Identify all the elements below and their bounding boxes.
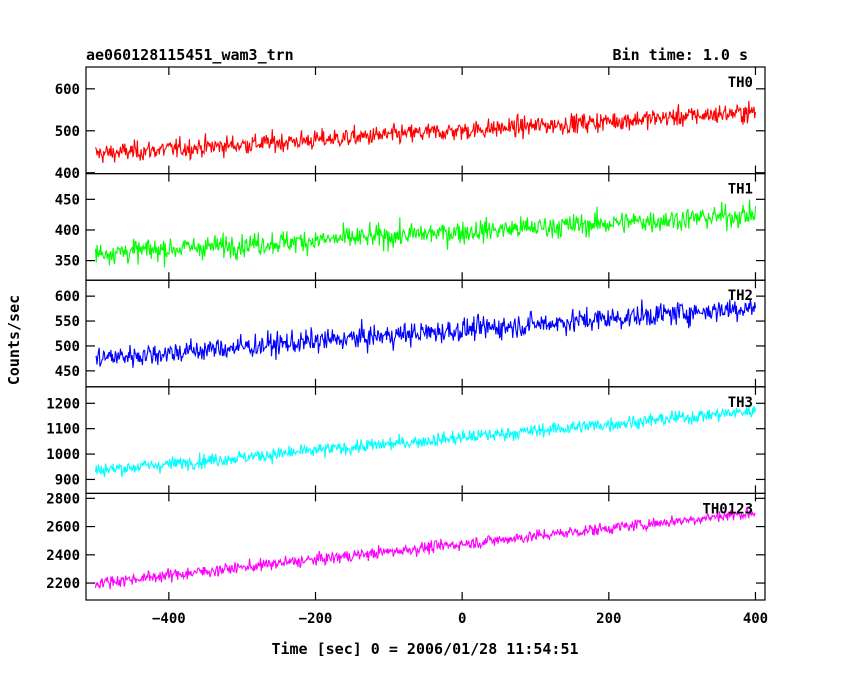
y-tick-label: 600: [55, 82, 80, 98]
panel-th0123: 2200 2400 2600 2800 TH0123: [46, 491, 766, 601]
series-line-th1: [94, 199, 757, 268]
x-tick-label: −200: [299, 611, 333, 627]
x-tick-label: −400: [152, 611, 186, 627]
x-tick-label: 0: [458, 611, 466, 627]
series-line-th0123: [94, 507, 756, 590]
y-tick-label: 500: [55, 339, 80, 355]
y-tick-label: 2200: [46, 576, 80, 592]
y-tick-label: 600: [55, 289, 80, 305]
panels-group: 400 500 600 TH0 350 400 450 TH1 450 500 550 600 TH2 9…: [46, 66, 766, 601]
y-tick-label: 350: [55, 254, 80, 270]
panel-label-th0: TH0: [728, 75, 753, 91]
y-tick-label: 400: [55, 223, 80, 239]
y-tick-label: 1100: [46, 422, 80, 438]
x-tick-label: 400: [743, 611, 768, 627]
y-tick-label: 2400: [46, 548, 80, 564]
series-line-th2: [95, 299, 757, 368]
panel-frame: [85, 173, 766, 281]
chart-title-right: Bin time: 1.0 s: [613, 46, 748, 64]
panel-frame: [85, 66, 766, 175]
series-line-th3: [94, 404, 757, 478]
panel-label-th3: TH3: [728, 395, 753, 411]
y-tick-label: 900: [55, 472, 80, 488]
x-tick-label: 200: [596, 611, 621, 627]
panel-th1: 350 400 450 TH1: [55, 173, 766, 281]
y-tick-label: 2800: [46, 491, 80, 507]
y-tick-label: 1000: [46, 447, 80, 463]
y-tick-label: 2600: [46, 520, 80, 536]
y-tick-label: 1200: [46, 396, 80, 412]
chart-title-left: ae060128115451_wam3_trn: [86, 46, 294, 64]
y-tick-label: 500: [55, 124, 80, 140]
series-line-th0: [95, 100, 757, 164]
panel-th0: 400 500 600 TH0: [55, 66, 766, 182]
y-tick-label: 450: [55, 364, 80, 380]
y-tick-label: 550: [55, 314, 80, 330]
panel-label-th1: TH1: [728, 182, 753, 198]
y-tick-label: 400: [55, 166, 80, 182]
panel-label-th0123: TH0123: [702, 501, 753, 517]
panel-th2: 450 500 550 600 TH2: [55, 279, 766, 388]
panel-frame: [85, 492, 766, 601]
panel-label-th2: TH2: [728, 288, 753, 304]
y-axis-label: Counts/sec: [5, 295, 23, 385]
y-tick-label: 450: [55, 192, 80, 208]
panel-th3: 900 1000 1100 1200 TH3: [46, 386, 766, 494]
x-axis-label: Time [sec] 0 = 2006/01/28 11:54:51: [271, 640, 578, 658]
x-axis: −400 −200 0 200 400: [152, 611, 768, 627]
